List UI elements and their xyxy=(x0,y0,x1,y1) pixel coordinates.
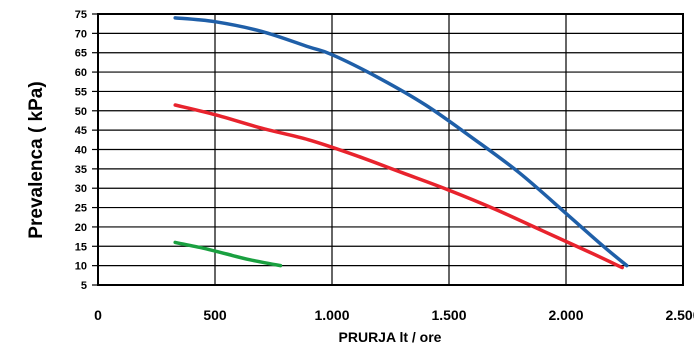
y-tick-label: 5 xyxy=(81,280,87,292)
x-tick-label: 2.000 xyxy=(548,307,583,323)
grid-lines xyxy=(97,13,684,286)
y-tick-label: 40 xyxy=(75,145,87,157)
y-tick-label: 50 xyxy=(75,106,87,118)
y-tick-label: 15 xyxy=(75,241,87,253)
y-tick-label: 70 xyxy=(75,28,87,40)
y-tick-label: 35 xyxy=(75,164,87,176)
x-tick-label: 2.500 xyxy=(665,307,694,323)
y-tick-label: 75 xyxy=(75,9,87,21)
x-tick-label: 1.000 xyxy=(314,307,349,323)
x-tick-label: 1.500 xyxy=(431,307,466,323)
plot-border xyxy=(97,13,684,286)
y-tick-label: 20 xyxy=(75,222,87,234)
y-axis-title: Prevalenca ( kPa) xyxy=(26,81,47,238)
x-axis-title: PRURJA lt / ore xyxy=(339,329,442,345)
series-line-green xyxy=(173,240,283,268)
y-tick-label: 55 xyxy=(75,86,87,98)
y-tick-label: 10 xyxy=(75,261,87,273)
y-tick-label: 60 xyxy=(75,67,87,79)
x-tick-label: 500 xyxy=(203,307,227,323)
y-tick-label: 25 xyxy=(75,203,87,215)
y-tick-labels: 5 10 15 20 25 30 35 40 45 50 55 60 65 70 75 xyxy=(75,9,87,292)
y-tick-label: 45 xyxy=(75,125,87,137)
x-tick-label: 0 xyxy=(94,307,102,323)
series-line-red xyxy=(173,103,624,270)
y-tick-label: 30 xyxy=(75,183,87,195)
data-series xyxy=(173,16,629,270)
x-tick-labels: 0 500 1.000 1.500 2.000 2.500 xyxy=(94,307,694,323)
plot-frame xyxy=(92,13,684,286)
y-tick-label: 65 xyxy=(75,48,87,60)
series-line-blue xyxy=(173,16,629,268)
